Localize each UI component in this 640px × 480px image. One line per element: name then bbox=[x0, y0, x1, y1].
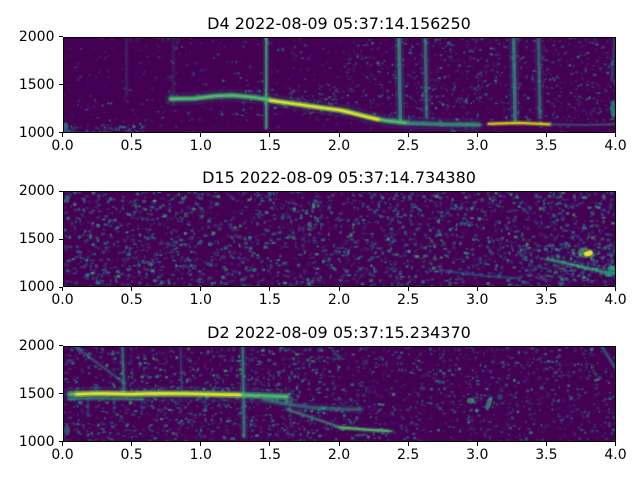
y-tick-mark bbox=[58, 441, 63, 442]
x-tick-mark bbox=[131, 132, 133, 137]
subplot-d15: D15 2022-08-09 05:37:14.734380 2000 1500 1… bbox=[19, 169, 627, 308]
y-tick-label: 1000 bbox=[18, 433, 55, 450]
x-tick-mark bbox=[476, 132, 478, 137]
subplot-title: D4 2022-08-09 05:37:14.156250 bbox=[207, 13, 471, 33]
spectrogram-canvas bbox=[62, 36, 616, 133]
x-tick-mark bbox=[200, 287, 202, 291]
x-tick-label: 0.0 bbox=[51, 137, 74, 154]
x-tick-mark bbox=[200, 441, 202, 446]
y-tick-label: 1500 bbox=[18, 385, 55, 402]
x-tick-label: 3.0 bbox=[466, 292, 489, 308]
y-tick-mark bbox=[58, 84, 63, 85]
x-tick-mark bbox=[62, 132, 63, 137]
x-tick-label: 4.0 bbox=[604, 446, 627, 463]
x-tick-label: 0.0 bbox=[51, 446, 74, 463]
x-tick-mark bbox=[407, 132, 409, 137]
y-tick-label: 2000 bbox=[18, 337, 55, 354]
x-tick-mark bbox=[615, 441, 616, 446]
x-tick-mark bbox=[62, 287, 63, 291]
y-tick-mark bbox=[58, 393, 63, 394]
subplot-title: D15 2022-08-09 05:37:14.734380 bbox=[202, 168, 476, 187]
x-tick-label: 4.0 bbox=[604, 292, 627, 308]
x-tick-mark bbox=[338, 287, 340, 291]
x-tick-mark bbox=[545, 287, 547, 291]
x-tick-label: 2.5 bbox=[396, 446, 420, 463]
x-tick-mark bbox=[476, 287, 478, 291]
x-tick-mark bbox=[131, 441, 133, 446]
y-tick-mark bbox=[58, 190, 63, 192]
y-tick-label: 1500 bbox=[18, 231, 55, 247]
x-tick-mark bbox=[131, 287, 133, 291]
x-tick-label: 1.5 bbox=[258, 292, 282, 308]
x-tick-label: 2.5 bbox=[396, 292, 420, 308]
y-tick-mark bbox=[58, 286, 63, 288]
x-tick-label: 3.0 bbox=[466, 137, 489, 154]
x-tick-label: 2.0 bbox=[327, 137, 351, 154]
x-tick-mark bbox=[338, 132, 340, 137]
x-tick-mark bbox=[615, 287, 616, 291]
y-tick-label: 1000 bbox=[18, 279, 55, 295]
x-tick-label: 3.5 bbox=[535, 292, 558, 308]
spectrogram-canvas bbox=[62, 191, 616, 287]
x-tick-label: 3.5 bbox=[535, 446, 558, 463]
y-tick-label: 1000 bbox=[18, 124, 55, 141]
x-tick-mark bbox=[269, 132, 271, 137]
x-tick-label: 3.5 bbox=[535, 137, 558, 154]
y-tick-label: 1500 bbox=[18, 76, 55, 93]
x-tick-mark bbox=[615, 132, 616, 137]
x-tick-mark bbox=[269, 441, 271, 446]
x-tick-mark bbox=[407, 441, 409, 446]
x-tick-label: 2.5 bbox=[396, 137, 420, 154]
y-tick-label: 2000 bbox=[18, 28, 55, 45]
x-tick-label: 3.0 bbox=[466, 446, 489, 463]
x-tick-label: 2.0 bbox=[327, 292, 351, 308]
x-tick-mark bbox=[338, 441, 340, 446]
y-tick-mark bbox=[58, 345, 63, 346]
x-tick-label: 0.5 bbox=[120, 137, 143, 154]
x-tick-mark bbox=[545, 132, 547, 137]
subplot-d2: D2 2022-08-09 05:37:15.234370 2000 1500 10… bbox=[19, 323, 627, 462]
x-tick-mark bbox=[407, 287, 409, 291]
x-tick-label: 1.0 bbox=[189, 446, 212, 463]
x-tick-label: 1.0 bbox=[189, 292, 212, 308]
x-tick-label: 1.0 bbox=[189, 137, 212, 154]
subplot-d4: D4 2022-08-09 05:37:14.156250 2000 1500 10… bbox=[19, 14, 627, 153]
y-tick-label: 2000 bbox=[18, 183, 55, 199]
x-tick-label: 0.0 bbox=[51, 292, 74, 308]
x-tick-mark bbox=[200, 132, 202, 137]
y-tick-mark bbox=[58, 36, 63, 37]
x-tick-label: 2.0 bbox=[327, 446, 351, 463]
x-tick-label: 1.5 bbox=[258, 446, 282, 463]
x-tick-mark bbox=[545, 441, 547, 446]
x-tick-mark bbox=[62, 441, 63, 446]
spectrogram-canvas bbox=[62, 345, 616, 442]
x-tick-label: 1.5 bbox=[258, 137, 282, 154]
y-tick-mark bbox=[58, 132, 63, 133]
x-tick-label: 4.0 bbox=[604, 137, 627, 154]
x-tick-mark bbox=[476, 441, 478, 446]
x-tick-mark bbox=[269, 287, 271, 291]
subplot-title: D2 2022-08-09 05:37:15.234370 bbox=[207, 322, 471, 342]
x-tick-label: 0.5 bbox=[120, 292, 143, 308]
y-tick-mark bbox=[58, 238, 63, 240]
x-tick-label: 0.5 bbox=[120, 446, 143, 463]
